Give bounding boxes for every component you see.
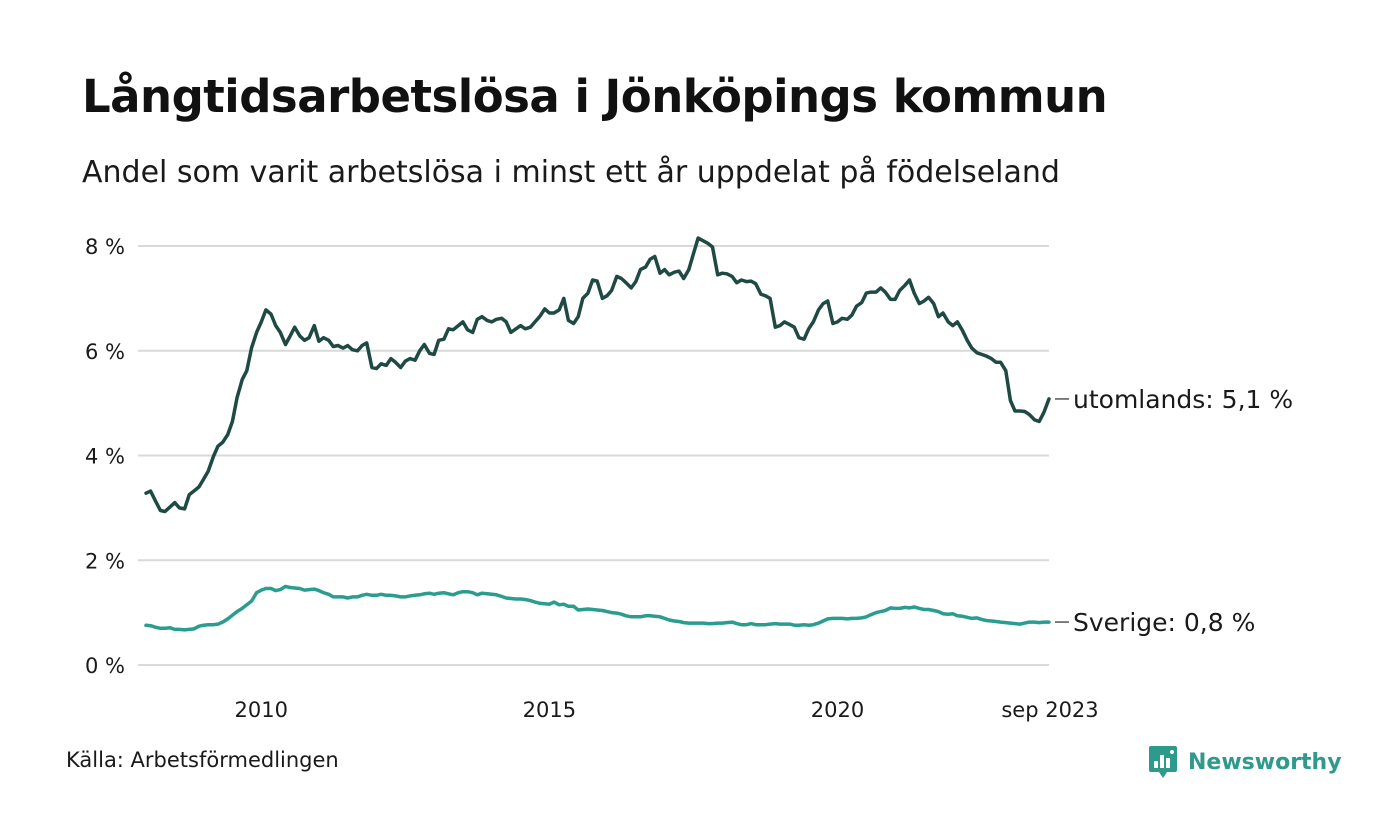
brand-name: Newsworthy	[1188, 749, 1342, 775]
chart-subtitle: Andel som varit arbetslösa i minst ett å…	[82, 155, 1060, 190]
newsworthy-logo: Newsworthy	[1148, 744, 1342, 780]
y-tick-label: 0 %	[85, 654, 125, 678]
newsworthy-logo-icon	[1149, 746, 1177, 778]
end-label-utomlands: utomlands: 5,1 %	[1073, 385, 1293, 414]
series-line-utomlands	[144, 236, 1051, 514]
x-tick-label: 2020	[811, 698, 864, 722]
x-tick-label: sep 2023	[1001, 698, 1098, 722]
chart-title: Långtidsarbetslösa i Jönköpings kommun	[82, 70, 1108, 123]
end-label-sverige: Sverige: 0,8 %	[1073, 608, 1255, 637]
y-tick-label: 2 %	[85, 549, 125, 573]
source-note: Källa: Arbetsförmedlingen	[66, 748, 339, 772]
series-line-sverige	[144, 584, 1051, 632]
x-tick-label: 2010	[235, 698, 288, 722]
y-tick-label: 8 %	[85, 235, 125, 259]
y-tick-label: 4 %	[85, 445, 125, 469]
y-tick-label: 6 %	[85, 340, 125, 364]
x-tick-label: 2015	[523, 698, 576, 722]
